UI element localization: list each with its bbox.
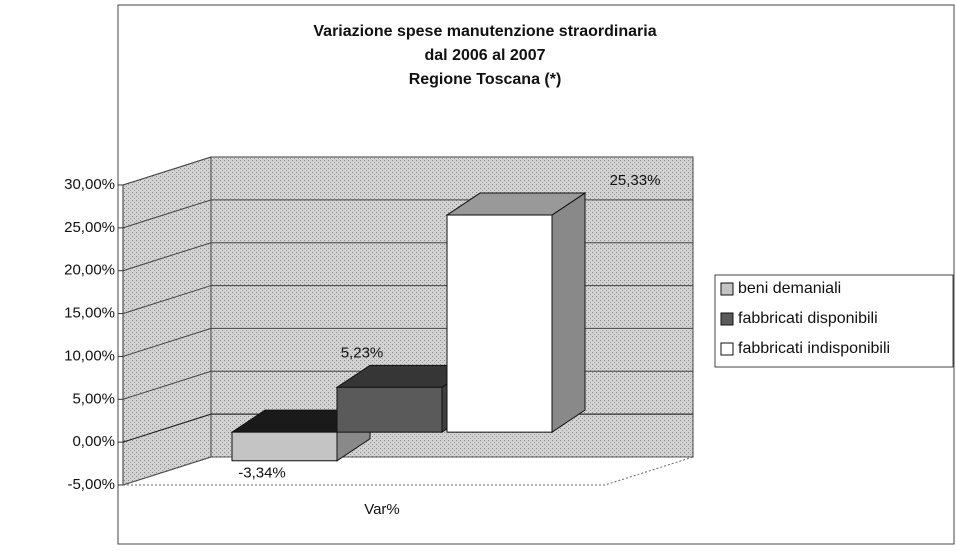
chart-title: Variazione spese manutenzione straordina… — [313, 23, 656, 40]
value-label: 25,33% — [610, 172, 661, 189]
y-tick-label: 30,00% — [64, 176, 115, 193]
y-tick-label: 5,00% — [72, 390, 115, 407]
bar — [231, 431, 338, 462]
bar — [446, 214, 553, 433]
grid-line — [122, 156, 693, 186]
bar — [336, 386, 443, 433]
side-wall — [122, 156, 212, 486]
y-tick-label: 25,00% — [64, 219, 115, 236]
legend-swatch — [720, 342, 734, 356]
y-tick-label: 15,00% — [64, 305, 115, 322]
legend-swatch — [720, 282, 734, 296]
chart-title: dal 2006 al 2007 — [425, 47, 546, 64]
value-label: -3,34% — [238, 465, 286, 482]
floor — [122, 456, 694, 486]
bar-side — [551, 192, 586, 434]
legend-label: fabbricati indisponibili — [738, 340, 890, 357]
x-tick-label: Var% — [364, 501, 400, 518]
value-label: 5,23% — [341, 344, 384, 361]
y-tick-label: 20,00% — [64, 262, 115, 279]
y-tick-label: 10,00% — [64, 347, 115, 364]
chart-title: Regione Toscana (*) — [409, 71, 562, 88]
y-tick-label: 0,00% — [72, 433, 115, 450]
legend-label: beni demaniali — [738, 280, 841, 297]
legend-box — [714, 274, 954, 368]
legend-swatch — [720, 312, 734, 326]
legend-label: fabbricati disponibili — [738, 310, 878, 327]
y-tick-label: -5,00% — [67, 476, 115, 493]
